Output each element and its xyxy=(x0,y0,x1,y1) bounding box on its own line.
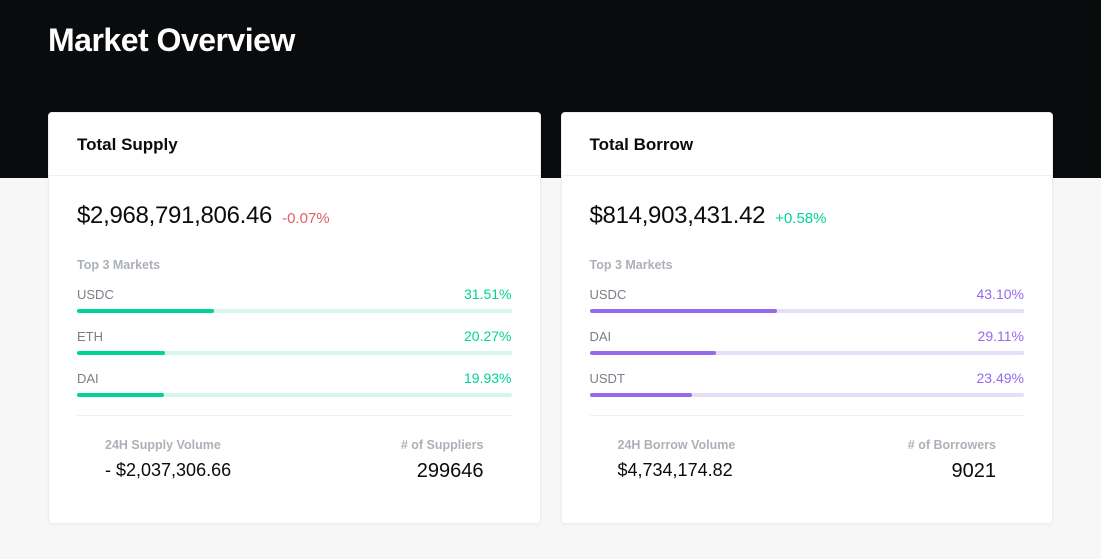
borrow-market-name: USDC xyxy=(590,287,627,302)
supply-bar-track xyxy=(77,351,512,355)
supply-card-body: $2,968,791,806.46 -0.07% Top 3 Markets U… xyxy=(49,176,540,523)
borrow-count-label: # of Borrowers xyxy=(908,438,996,452)
borrow-card-body: $814,903,431.42 +0.58% Top 3 Markets USD… xyxy=(562,176,1053,523)
cards-container: Total Supply $2,968,791,806.46 -0.07% To… xyxy=(0,112,1101,524)
supply-market-row: ETH 20.27% xyxy=(77,328,512,355)
supply-count-label: # of Suppliers xyxy=(401,438,484,452)
supply-volume-label: 24H Supply Volume xyxy=(105,438,231,452)
borrow-amount-row: $814,903,431.42 +0.58% xyxy=(590,202,1025,230)
borrow-card-title: Total Borrow xyxy=(590,135,1025,155)
supply-volume-value: - $2,037,306.66 xyxy=(105,460,231,481)
supply-count-col: # of Suppliers 299646 xyxy=(401,438,484,483)
supply-market-row: USDC 31.51% xyxy=(77,286,512,313)
supply-amount-row: $2,968,791,806.46 -0.07% xyxy=(77,202,512,230)
borrow-card-header: Total Borrow xyxy=(562,113,1053,176)
borrow-market-pct: 23.49% xyxy=(977,370,1024,386)
borrow-bar-fill xyxy=(590,393,692,397)
borrow-volume-value: $4,734,174.82 xyxy=(618,460,736,481)
borrow-market-row: USDC 43.10% xyxy=(590,286,1025,313)
page-title: Market Overview xyxy=(48,22,1053,59)
supply-market-name: USDC xyxy=(77,287,114,302)
supply-bar-fill xyxy=(77,309,214,313)
supply-bar-track xyxy=(77,393,512,397)
borrow-bar-fill xyxy=(590,309,777,313)
borrow-bar-track xyxy=(590,393,1025,397)
supply-delta: -0.07% xyxy=(282,210,330,227)
borrow-market-name: USDT xyxy=(590,371,625,386)
supply-market-pct: 20.27% xyxy=(464,328,511,344)
borrow-market-row: USDT 23.49% xyxy=(590,370,1025,397)
borrow-market-head: USDC 43.10% xyxy=(590,286,1025,302)
supply-market-head: DAI 19.93% xyxy=(77,370,512,386)
borrow-bar-track xyxy=(590,309,1025,313)
supply-market-name: DAI xyxy=(77,371,99,386)
supply-amount: $2,968,791,806.46 xyxy=(77,202,272,230)
supply-market-pct: 19.93% xyxy=(464,370,511,386)
borrow-card-footer: 24H Borrow Volume $4,734,174.82 # of Bor… xyxy=(590,415,1025,513)
borrow-count-value: 9021 xyxy=(952,460,997,483)
borrow-volume-col: 24H Borrow Volume $4,734,174.82 xyxy=(618,438,736,483)
supply-market-pct: 31.51% xyxy=(464,286,511,302)
supply-card-title: Total Supply xyxy=(77,135,512,155)
supply-card-footer: 24H Supply Volume - $2,037,306.66 # of S… xyxy=(77,415,512,513)
supply-bar-fill xyxy=(77,351,165,355)
borrow-amount: $814,903,431.42 xyxy=(590,202,766,230)
supply-count-value: 299646 xyxy=(417,460,484,483)
borrow-market-pct: 43.10% xyxy=(977,286,1024,302)
borrow-market-name: DAI xyxy=(590,329,612,344)
borrow-bar-fill xyxy=(590,351,716,355)
supply-market-head: ETH 20.27% xyxy=(77,328,512,344)
supply-bar-fill xyxy=(77,393,164,397)
borrow-market-head: USDT 23.49% xyxy=(590,370,1025,386)
supply-market-row: DAI 19.93% xyxy=(77,370,512,397)
borrow-volume-label: 24H Borrow Volume xyxy=(618,438,736,452)
borrow-market-pct: 29.11% xyxy=(978,328,1024,344)
total-supply-card: Total Supply $2,968,791,806.46 -0.07% To… xyxy=(48,112,541,524)
borrow-top-markets-label: Top 3 Markets xyxy=(590,258,1025,272)
supply-volume-col: 24H Supply Volume - $2,037,306.66 xyxy=(105,438,231,483)
borrow-bar-track xyxy=(590,351,1025,355)
borrow-market-head: DAI 29.11% xyxy=(590,328,1025,344)
supply-market-name: ETH xyxy=(77,329,103,344)
total-borrow-card: Total Borrow $814,903,431.42 +0.58% Top … xyxy=(561,112,1054,524)
supply-card-header: Total Supply xyxy=(49,113,540,176)
borrow-market-row: DAI 29.11% xyxy=(590,328,1025,355)
supply-top-markets-label: Top 3 Markets xyxy=(77,258,512,272)
borrow-count-col: # of Borrowers 9021 xyxy=(908,438,996,483)
supply-market-head: USDC 31.51% xyxy=(77,286,512,302)
supply-bar-track xyxy=(77,309,512,313)
borrow-delta: +0.58% xyxy=(775,210,826,227)
